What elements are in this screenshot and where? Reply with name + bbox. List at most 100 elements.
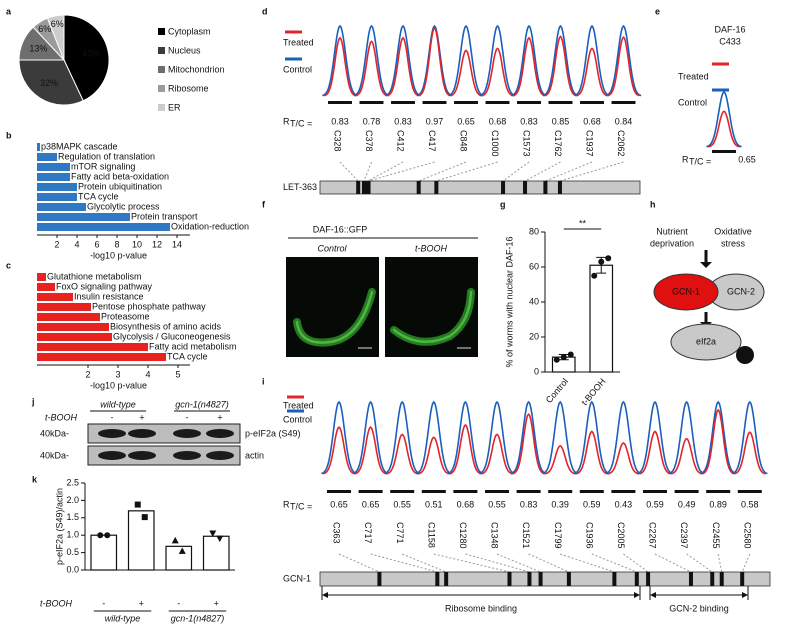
- site-connector: [560, 553, 615, 573]
- domain-label: GCN-2 binding: [669, 603, 729, 613]
- panel-label: j: [31, 396, 35, 406]
- data-point: [134, 501, 141, 508]
- ratio-label: R: [682, 154, 689, 164]
- bar: [37, 223, 170, 231]
- control-peak: [322, 24, 358, 97]
- site-connector: [623, 553, 649, 573]
- legend-label: Treated: [678, 71, 709, 81]
- ratio-value: 0.51: [425, 499, 443, 509]
- protein-label: LET-363: [283, 182, 317, 192]
- control-peak: [731, 400, 768, 475]
- panel-label: b: [6, 130, 12, 140]
- legend-label: Control: [283, 414, 312, 424]
- protein-site: [507, 572, 512, 586]
- y-tick-label: 1.0: [66, 530, 79, 540]
- protein-site: [646, 572, 651, 586]
- data-point: [141, 514, 148, 521]
- bar-label: Fatty acid metabolism: [149, 341, 237, 351]
- peak-bar: [737, 490, 762, 493]
- bar-label: FoxO signaling pathway: [56, 281, 153, 291]
- band-label: actin: [245, 450, 264, 460]
- site-label: C433: [719, 36, 741, 46]
- significance: **: [579, 218, 587, 228]
- slice-label: 43%: [82, 48, 100, 58]
- bar: [37, 213, 130, 221]
- bar-label: p38MAPK cascade: [41, 141, 118, 151]
- control-peak: [574, 24, 610, 97]
- image-title: DAF-16::GFP: [313, 224, 368, 234]
- legend-label: Treated: [283, 400, 314, 410]
- peak-bar: [421, 490, 446, 493]
- protein-site: [501, 181, 506, 194]
- treated-peak: [386, 36, 420, 97]
- site-connector: [496, 553, 541, 573]
- site-connector: [528, 553, 570, 573]
- protein-site: [710, 572, 715, 586]
- ratio-value: 0.83: [520, 116, 538, 126]
- node-label: P: [742, 349, 748, 359]
- band: [206, 451, 234, 460]
- ratio-value: 0.89: [709, 499, 727, 509]
- legend-label: Mitochondrion: [168, 64, 225, 74]
- site-label: C2267: [648, 522, 658, 549]
- protein-site: [634, 572, 639, 586]
- slice-label: 6%: [38, 24, 51, 34]
- protein-site: [566, 572, 571, 586]
- site-connector: [370, 553, 438, 573]
- x-tick-label: 8: [114, 239, 119, 249]
- ratio-value: 0.49: [678, 499, 696, 509]
- treated-peak: [670, 437, 703, 475]
- legend-swatch: [158, 47, 165, 54]
- node-label: GCN-2: [727, 286, 755, 296]
- x-tick-label: -: [177, 598, 180, 608]
- bar: [37, 293, 73, 301]
- site-connector: [338, 553, 380, 573]
- treated-peak: [733, 431, 766, 475]
- bar-label: Glycolysis / Gluconeogenesis: [113, 331, 231, 341]
- y-tick-label: 0: [534, 366, 539, 376]
- bar: [37, 333, 112, 341]
- x-tick-label: 3: [115, 369, 120, 379]
- site-label: C1000: [490, 130, 500, 157]
- control-peak: [542, 400, 579, 475]
- ratio-value: 0.65: [362, 499, 380, 509]
- protein-label: GCN-1: [283, 573, 311, 583]
- site-connector: [524, 161, 561, 182]
- treated-peak: [512, 412, 545, 475]
- site-label: C848: [459, 130, 469, 152]
- bar-label: TCA cycle: [78, 191, 119, 201]
- ratio-value: 0.58: [741, 499, 759, 509]
- bar-label: Glutathione metabolism: [47, 271, 142, 281]
- protein-site: [444, 572, 449, 586]
- legend-label: Control: [283, 64, 312, 74]
- y-tick-label: 20: [529, 331, 539, 341]
- band: [173, 451, 201, 460]
- site-connector: [465, 553, 530, 573]
- protein-site: [527, 572, 532, 586]
- bar-label: Fatty acid beta-oxidation: [71, 171, 169, 181]
- y-tick-label: 60: [529, 261, 539, 271]
- protein-site: [377, 572, 382, 586]
- site-connector: [545, 161, 593, 182]
- input-label: stress: [721, 238, 746, 248]
- peak-bar: [611, 490, 636, 493]
- site-label: C378: [364, 130, 374, 152]
- control-peak: [352, 400, 389, 475]
- bar-label: Insulin resistance: [74, 291, 144, 301]
- panel-label: k: [32, 474, 38, 484]
- data-point: [171, 536, 179, 544]
- control-peak: [700, 400, 737, 475]
- treated-peak: [481, 47, 514, 97]
- legend-label: Control: [678, 97, 707, 107]
- ratio-value: 0.83: [520, 499, 538, 509]
- site-label: C1348: [490, 522, 500, 549]
- control-peak: [479, 400, 515, 475]
- bar-label: Protein ubiquitination: [78, 181, 162, 191]
- treated-peak: [544, 444, 577, 475]
- panel-label: e: [655, 6, 660, 16]
- bar: [37, 203, 86, 211]
- peak-bar: [454, 101, 478, 104]
- bar: [165, 545, 193, 571]
- peak-bar: [674, 490, 699, 493]
- peak-bar: [548, 101, 573, 104]
